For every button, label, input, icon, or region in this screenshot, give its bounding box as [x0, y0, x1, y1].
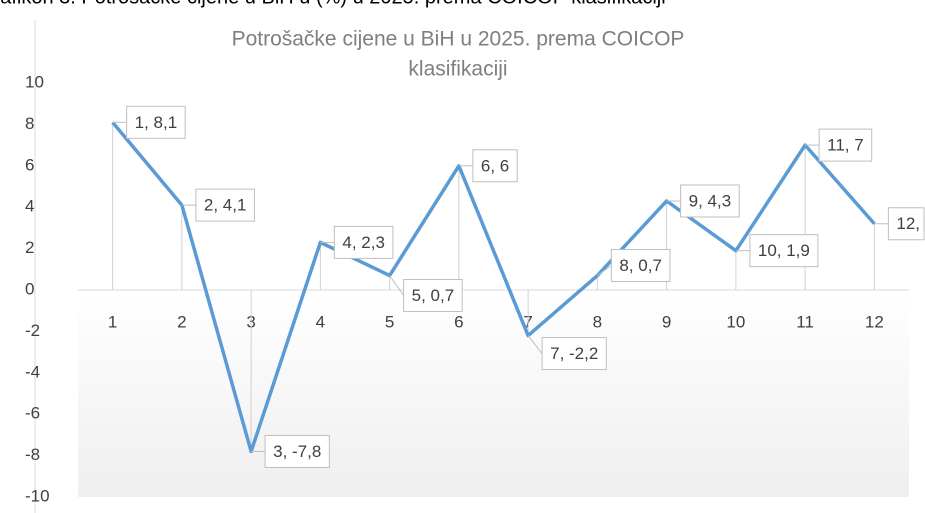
data-label-text: 4, 2,3 — [342, 233, 385, 252]
data-label-box — [610, 249, 671, 283]
data-label: 12, 3,2 — [874, 207, 925, 241]
data-label-text: 5, 0,7 — [412, 286, 455, 305]
x-tick-label: 6 — [454, 312, 463, 331]
data-label: 11, 7 — [805, 128, 873, 162]
y-tick-label: -8 — [25, 445, 40, 464]
y-tick-label: -10 — [25, 486, 50, 505]
y-tick-label: 10 — [25, 72, 44, 91]
data-label-text: 8, 0,7 — [619, 256, 662, 275]
data-label: 10, 1,9 — [735, 234, 819, 268]
x-tick-label: 9 — [662, 312, 671, 331]
x-tick-label: 11 — [796, 312, 814, 331]
data-label: 8, 0,7 — [597, 249, 671, 283]
data-label-text: 7, -2,2 — [550, 344, 598, 363]
y-tick-label: -2 — [25, 321, 40, 340]
data-label-text: 11, 7 — [827, 136, 864, 155]
data-label: 5, 0,7 — [389, 275, 463, 313]
data-label: 3, -7,8 — [251, 434, 330, 468]
data-label: 6, 6 — [458, 149, 518, 183]
x-tick-label: 2 — [177, 312, 186, 331]
data-label-text: 3, -7,8 — [273, 442, 321, 461]
data-label-text: 6, 6 — [481, 156, 509, 175]
data-label-text: 10, 1,9 — [758, 241, 810, 260]
caption: Grafikon 3. Potrošačke cijene u BiH u (%… — [0, 0, 666, 8]
data-label: 1, 8,1 — [112, 105, 186, 139]
chart-title: Potrošačke cijene u BiH u 2025. prema CO… — [232, 28, 685, 51]
line-series — [111, 121, 876, 454]
data-label-text: 2, 4,1 — [204, 196, 247, 215]
data-label-text: 12, 3,2 — [896, 214, 925, 233]
x-tick-label: 4 — [316, 312, 325, 331]
x-tick-label: 8 — [593, 312, 602, 331]
data-label-box — [680, 184, 740, 218]
data-label-box — [818, 128, 873, 162]
y-tick-label: 8 — [25, 114, 34, 133]
data-label: 9, 4,3 — [666, 184, 740, 218]
data-label-box — [749, 234, 819, 268]
data-label: 2, 4,1 — [181, 188, 255, 222]
y-tick-label: -4 — [25, 362, 40, 381]
y-tick-label: 2 — [25, 238, 34, 257]
data-label-box — [195, 188, 255, 222]
chart-title: klasifikaciji — [408, 58, 507, 81]
y-tick-label: 6 — [25, 155, 34, 174]
data-label-leader — [389, 275, 405, 296]
y-tick-label: 0 — [25, 279, 34, 298]
y-tick-label: 4 — [25, 197, 34, 216]
x-tick-label: 10 — [726, 312, 745, 331]
data-label: 4, 2,3 — [320, 225, 394, 259]
y-tick-label: -6 — [25, 404, 40, 423]
data-label-box — [541, 337, 607, 371]
x-tick-label: 1 — [108, 312, 117, 331]
data-label-box — [264, 434, 330, 468]
data-label-leader — [527, 335, 543, 354]
data-label-box — [126, 105, 186, 139]
data-label-text: 9, 4,3 — [689, 191, 732, 210]
data-label-box — [403, 279, 463, 313]
data-label-leader — [597, 265, 612, 276]
plot-shade — [78, 290, 909, 497]
data-label: 7, -2,2 — [527, 335, 607, 371]
x-tick-label: 5 — [385, 312, 394, 331]
x-tick-label: 12 — [865, 312, 884, 331]
data-label-box — [333, 225, 394, 259]
data-label-text: 1, 8,1 — [135, 113, 178, 132]
